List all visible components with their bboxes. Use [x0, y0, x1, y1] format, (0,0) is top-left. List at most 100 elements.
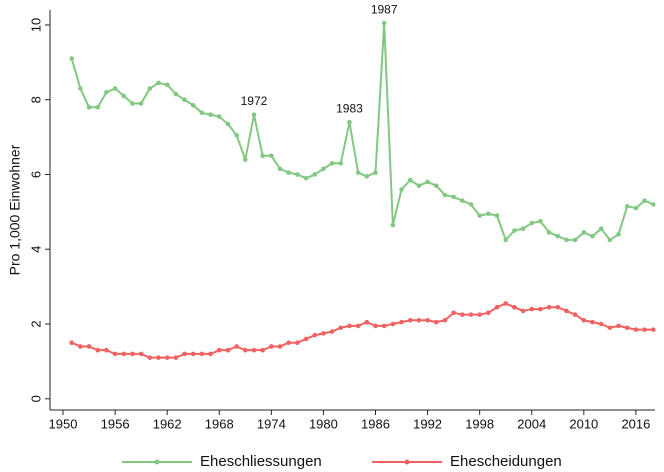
- legend-dot: [404, 459, 410, 465]
- point: [164, 82, 170, 88]
- point: [95, 104, 101, 110]
- point: [494, 304, 500, 310]
- x-tick-label: 2004: [517, 416, 546, 431]
- point: [295, 172, 300, 177]
- point: [468, 312, 474, 317]
- point: [104, 347, 109, 353]
- point: [416, 317, 422, 323]
- point: [216, 114, 222, 119]
- point: [190, 103, 196, 108]
- point: [624, 325, 630, 331]
- y-tick-label: 2: [28, 320, 43, 327]
- point: [347, 323, 352, 329]
- point: [650, 202, 656, 207]
- point: [546, 230, 552, 235]
- point: [442, 192, 448, 198]
- legend-label: Eheschliessungen: [200, 453, 322, 470]
- point: [69, 340, 75, 346]
- point: [451, 310, 456, 316]
- point: [312, 172, 318, 177]
- point: [390, 321, 396, 327]
- point: [399, 187, 404, 192]
- legend-dot: [154, 459, 160, 465]
- point: [486, 211, 491, 217]
- point: [251, 347, 257, 353]
- y-axis-label: Pro 1,000 Einwohner: [7, 144, 23, 275]
- x-tick-label: 1956: [101, 416, 130, 431]
- point: [373, 170, 378, 175]
- point: [234, 132, 239, 138]
- point: [260, 153, 265, 159]
- x-tick-label: 1974: [257, 416, 286, 431]
- point: [460, 312, 465, 317]
- point: [208, 112, 213, 117]
- y-tick-label: 10: [28, 18, 43, 32]
- point: [616, 231, 621, 237]
- point: [407, 317, 413, 323]
- point: [112, 351, 118, 357]
- point: [199, 110, 205, 116]
- series-line: [70, 23, 654, 242]
- point: [477, 312, 482, 317]
- point: [433, 319, 439, 325]
- point: [538, 306, 543, 312]
- point: [190, 351, 196, 357]
- point: [95, 347, 101, 353]
- point: [633, 327, 639, 332]
- point: [512, 304, 517, 310]
- point: [286, 340, 292, 346]
- x-tick-label: 1968: [205, 416, 234, 431]
- point: [104, 89, 109, 95]
- point: [69, 56, 75, 61]
- point: [590, 233, 595, 239]
- legend-label: Ehescheidungen: [450, 453, 562, 470]
- point: [147, 355, 153, 360]
- point: [321, 166, 326, 172]
- point: [243, 347, 248, 353]
- point: [138, 101, 144, 106]
- point: [112, 86, 118, 91]
- point: [199, 351, 205, 357]
- point: [477, 213, 482, 218]
- point: [642, 327, 647, 332]
- point: [338, 160, 344, 166]
- point: [381, 323, 387, 329]
- point: [538, 218, 543, 224]
- point: [277, 344, 283, 349]
- point: [347, 119, 352, 125]
- point: [329, 160, 335, 166]
- point: [451, 194, 456, 200]
- point: [130, 351, 135, 357]
- point: [546, 304, 552, 310]
- point: [564, 308, 569, 314]
- point: [642, 198, 647, 203]
- point: [130, 101, 135, 106]
- point: [590, 319, 595, 325]
- x-tick-label: 1992: [413, 416, 442, 431]
- point: [225, 121, 231, 127]
- point: [234, 344, 239, 349]
- point: [121, 351, 127, 357]
- point: [572, 312, 578, 317]
- point: [182, 351, 187, 357]
- point: [355, 170, 361, 175]
- point: [529, 306, 535, 312]
- annotation: 1972: [241, 94, 268, 108]
- point: [399, 319, 404, 325]
- point: [78, 86, 83, 91]
- point: [416, 183, 422, 189]
- point: [607, 325, 613, 331]
- point: [581, 317, 587, 323]
- point: [624, 203, 630, 209]
- point: [433, 183, 439, 189]
- point: [390, 222, 396, 228]
- point: [529, 220, 535, 226]
- point: [486, 310, 491, 316]
- x-tick-label: 2016: [621, 416, 650, 431]
- point: [564, 237, 569, 243]
- point: [312, 332, 318, 338]
- x-tick-label: 1950: [49, 416, 78, 431]
- point: [503, 301, 509, 306]
- point: [442, 317, 448, 323]
